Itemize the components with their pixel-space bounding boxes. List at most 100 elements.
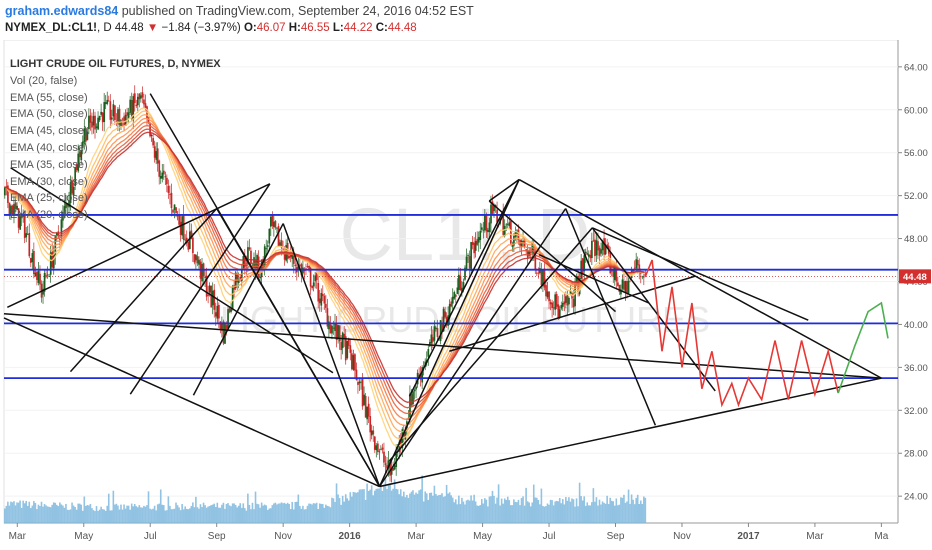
candle-body <box>557 304 560 319</box>
volume-bar <box>552 505 555 523</box>
indicator-ema-45[interactable]: EMA (45, close) <box>10 125 88 138</box>
volume-bar <box>641 503 644 523</box>
trendline[interactable] <box>10 167 334 374</box>
candle-body <box>491 201 494 214</box>
candle-body <box>620 289 622 295</box>
volume-bar <box>447 493 449 523</box>
candle-body <box>361 378 364 407</box>
projection-path-red[interactable] <box>644 259 839 408</box>
indicator-ema-30[interactable]: EMA (30, close) <box>10 175 88 188</box>
candle-body <box>115 120 118 122</box>
trendline[interactable] <box>591 227 716 392</box>
candle-body <box>299 264 301 266</box>
candle-body <box>525 249 528 251</box>
trendline[interactable] <box>3 317 380 488</box>
trendline[interactable] <box>591 227 809 321</box>
y-tick-label: 28.00 <box>904 449 928 460</box>
volume-bar <box>280 502 283 523</box>
volume-bar <box>597 505 599 523</box>
volume-bar <box>294 501 297 523</box>
volume-bar <box>566 500 569 523</box>
trendline[interactable] <box>216 208 381 487</box>
trendline[interactable] <box>488 200 617 313</box>
candle-body <box>190 230 193 240</box>
candle-body <box>153 146 156 158</box>
trendline[interactable] <box>518 178 882 379</box>
candle-body <box>575 276 578 282</box>
trendlines[interactable] <box>3 93 882 488</box>
candle-body <box>448 303 451 318</box>
candle-body <box>121 118 124 120</box>
trendline[interactable] <box>449 275 696 352</box>
volume-bar <box>36 509 38 523</box>
x-tick-label: Ma <box>874 531 888 542</box>
symbol[interactable]: NYMEX_DL:CL1! <box>5 22 98 34</box>
trendline[interactable] <box>378 179 520 487</box>
trendline[interactable] <box>564 208 657 426</box>
trendline[interactable] <box>378 208 567 487</box>
trendline[interactable] <box>192 223 284 396</box>
volume-bar <box>445 484 448 523</box>
projection-path-green[interactable] <box>837 301 889 394</box>
x-tick-label: Jul <box>543 531 556 542</box>
candle-body <box>367 403 370 417</box>
candle-body <box>468 256 471 269</box>
volume-bar <box>166 510 168 523</box>
volume-bar <box>340 504 342 523</box>
volume-bar <box>606 495 608 523</box>
candle-body <box>270 216 272 227</box>
volume-bar <box>409 493 411 523</box>
volume-bar <box>19 500 21 523</box>
candle-body <box>488 222 491 232</box>
candle-body <box>208 285 211 293</box>
trendline[interactable] <box>282 223 381 487</box>
indicator-ema-25[interactable]: EMA (25, close) <box>10 192 88 205</box>
candle-body <box>473 242 476 254</box>
candle-body <box>166 177 168 185</box>
candle-body <box>185 237 188 243</box>
volume-bar <box>14 505 17 523</box>
candle-body <box>461 287 463 293</box>
indicator-ema-40[interactable]: EMA (40, close) <box>10 141 88 154</box>
y-tick-label: 48.00 <box>904 234 928 245</box>
volume-bar <box>242 503 245 523</box>
volume-bar <box>89 503 92 523</box>
candle-body <box>162 170 165 175</box>
candle-body <box>271 214 274 226</box>
volume-bar <box>263 504 266 523</box>
trendline[interactable] <box>129 183 271 395</box>
trendline[interactable] <box>488 178 520 202</box>
volume-bar <box>59 502 61 523</box>
volume-bar <box>610 500 613 523</box>
volume-bar <box>268 508 271 523</box>
trendline[interactable] <box>7 183 271 308</box>
candle-body <box>415 386 417 390</box>
price-axis[interactable] <box>898 40 932 550</box>
indicator-ema-20[interactable]: EMA (20, close) <box>10 209 88 222</box>
trendline[interactable] <box>388 227 593 462</box>
candle-body <box>88 115 90 130</box>
trendline[interactable] <box>69 208 218 373</box>
volume-bar <box>312 503 315 523</box>
chart-area[interactable]: CL1!, D LIGHT CRUDE OIL FUTURES 24.00 28.00… <box>0 40 932 550</box>
candle-body <box>156 148 159 164</box>
volume-bar <box>164 510 167 523</box>
volume-bar <box>253 509 255 523</box>
indicator-ema-50[interactable]: EMA (50, close) <box>10 108 88 121</box>
indicator-ema-55[interactable]: EMA (55, close) <box>10 91 88 104</box>
indicator-ema-35[interactable]: EMA (35, close) <box>10 158 88 171</box>
candle-body <box>370 430 373 436</box>
candle-body <box>594 239 596 257</box>
indicator-vol[interactable]: Vol (20, false) <box>10 74 78 87</box>
trendline[interactable] <box>379 377 882 488</box>
volume-bar <box>137 507 139 523</box>
candle-body <box>195 254 197 261</box>
trendline[interactable] <box>408 179 520 397</box>
candle-body <box>526 250 529 258</box>
candle-body <box>624 281 627 293</box>
author-link[interactable]: graham.edwards84 <box>5 4 119 18</box>
candle-body <box>591 241 593 259</box>
trendline[interactable] <box>538 253 650 304</box>
volume-bar <box>100 506 102 523</box>
